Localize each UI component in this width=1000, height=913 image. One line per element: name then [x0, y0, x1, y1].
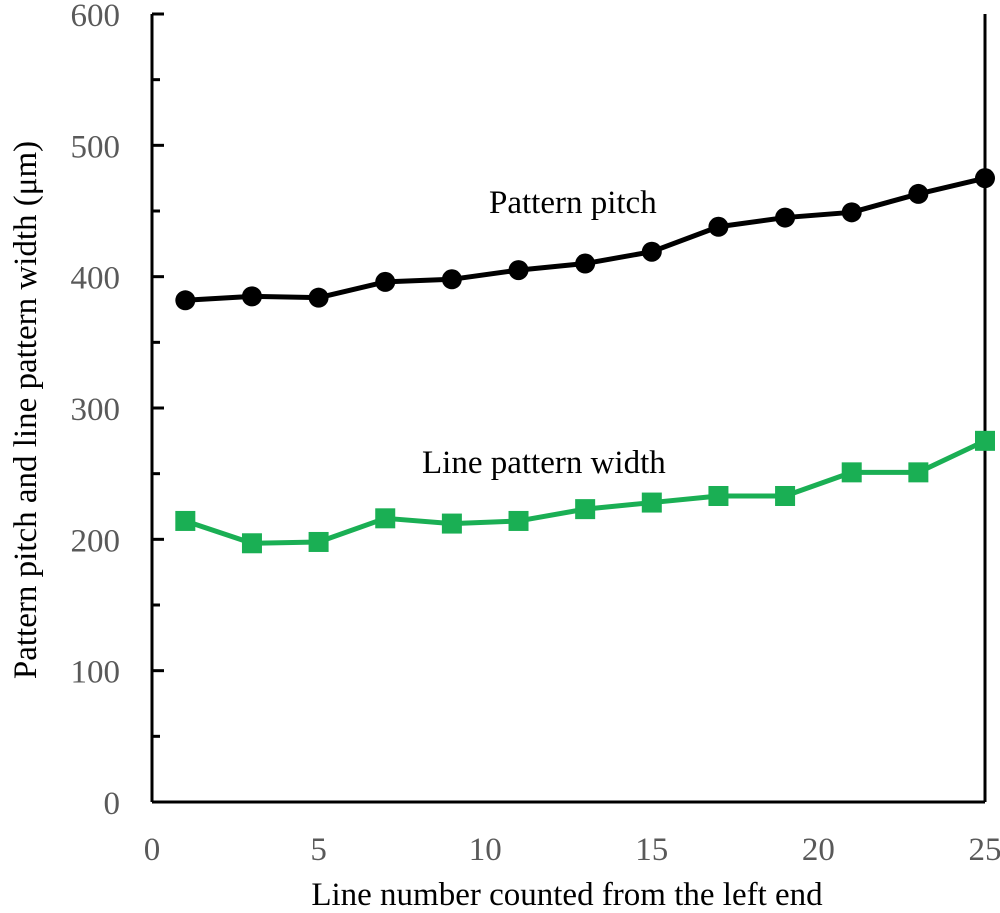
line-pattern-width-point	[308, 531, 329, 552]
x-tick-label: 10	[469, 832, 502, 868]
line-pattern-width-point	[441, 513, 462, 534]
pattern-pitch-annotation: Pattern pitch	[489, 185, 657, 221]
pattern-pitch-point	[241, 286, 262, 307]
pattern-pitch-point	[775, 207, 796, 228]
line-pattern-width-point	[908, 462, 929, 483]
pattern-pitch-point	[508, 260, 529, 281]
x-axis-ticks: 0 5 10 15 20 25	[144, 832, 1000, 868]
pattern-pitch-point	[575, 253, 596, 274]
y-axis-title: Pattern pitch and line pattern width (μm…	[8, 141, 44, 679]
line-pattern-width-point	[708, 485, 729, 506]
pattern-pitch-point	[308, 287, 329, 308]
line-pattern-width-series	[175, 430, 995, 554]
x-tick-label: 20	[802, 832, 835, 868]
y-tick-label: 500	[71, 129, 121, 165]
line-pattern-width-point	[175, 510, 196, 531]
pattern-pitch-point	[641, 241, 662, 262]
y-tick-label: 300	[71, 392, 121, 428]
line-pattern-width-point	[841, 462, 862, 483]
axes-frame	[150, 14, 987, 804]
x-tick-label: 5	[310, 832, 327, 868]
pattern-pitch-point	[841, 202, 862, 223]
y-tick-label: 200	[71, 523, 121, 559]
pattern-pitch-point	[441, 269, 462, 290]
pattern-pitch-point	[175, 290, 196, 311]
pattern-pitch-point	[708, 216, 729, 237]
y-tick-label: 100	[71, 655, 121, 691]
y-axis-ticks: 0 100 200 300 400 500 600	[71, 0, 164, 822]
line-pattern-width-point	[241, 533, 262, 554]
x-tick-label: 25	[969, 832, 1000, 868]
y-tick-label: 600	[71, 0, 121, 34]
line-pattern-width-point	[975, 430, 995, 451]
pattern-pitch-point	[908, 183, 929, 204]
line-pattern-width-point	[775, 485, 796, 506]
pattern-pitch-series	[175, 168, 995, 311]
pattern-pitch-point	[975, 168, 995, 189]
line-pattern-width-point	[375, 508, 396, 529]
y-tick-label: 0	[104, 786, 121, 822]
series-layer	[175, 168, 995, 554]
line-pattern-width-annotation: Line pattern width	[422, 445, 666, 481]
pattern-pitch-point	[375, 271, 396, 292]
x-axis-title: Line number counted from the left end	[311, 877, 823, 913]
line-pattern-width-point	[508, 510, 529, 531]
x-tick-label: 15	[635, 832, 668, 868]
line-pattern-width-point	[641, 492, 662, 513]
y-tick-label: 400	[71, 261, 121, 297]
line-pattern-width-point	[575, 499, 596, 520]
x-tick-label: 0	[144, 832, 161, 868]
